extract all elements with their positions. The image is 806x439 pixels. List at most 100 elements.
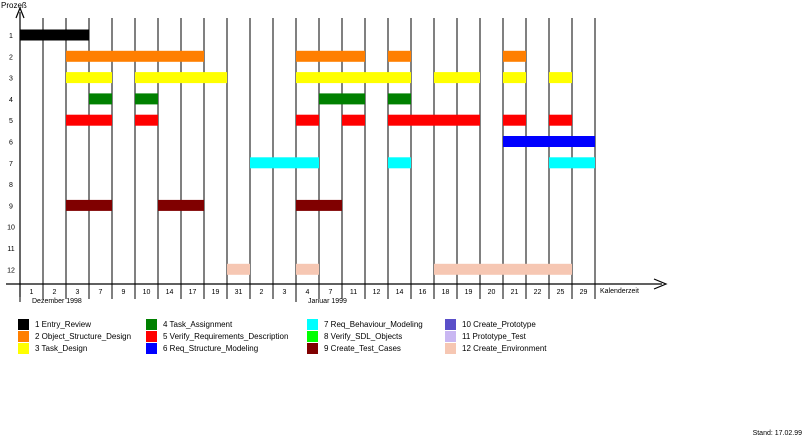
legend-item: 11 Prototype_Test [445, 330, 526, 342]
legend-swatch [18, 330, 29, 342]
y-tick-label: 9 [9, 203, 13, 210]
x-tick-label: 21 [511, 289, 519, 296]
x-tick-label: 10 [143, 289, 151, 296]
y-tick-label: 7 [9, 161, 13, 168]
x-tick-label: 18 [442, 289, 450, 296]
gantt-bar [296, 50, 365, 62]
legend-swatch [445, 330, 456, 342]
gantt-bar [66, 199, 112, 211]
gantt-bar [388, 157, 411, 169]
gantt-bar [20, 29, 89, 41]
gantt-bar [250, 157, 319, 169]
x-tick-label: 19 [212, 289, 220, 296]
y-tick-label: 11 [7, 246, 14, 253]
x-tick-label: 9 [122, 289, 126, 296]
x-tick-label: 19 [465, 289, 473, 296]
y-tick-label: 4 [9, 97, 13, 104]
gantt-bar [434, 72, 480, 84]
gantt-bar [296, 72, 411, 84]
x-tick-label: 3 [76, 289, 80, 296]
gantt-bar [549, 72, 572, 84]
legend-label: 5 Verify_Requirements_Description [163, 331, 289, 341]
gantt-bar [66, 50, 204, 62]
x-tick-label: 7 [99, 289, 103, 296]
y-tick-label: 1 [9, 33, 13, 40]
legend-item: 10 Create_Prototype [445, 318, 536, 330]
legend-label: 2 Object_Structure_Design [35, 331, 132, 341]
gantt-bar [434, 263, 572, 275]
x-tick-label: 16 [419, 289, 427, 296]
y-axis-arrow [15, 6, 25, 19]
gantt-bar [503, 114, 526, 126]
x-tick-label: 22 [534, 289, 542, 296]
legend-item: 1 Entry_Review [18, 318, 91, 330]
y-tick-label: 10 [7, 225, 15, 232]
gantt-bar [66, 72, 112, 84]
legend-item: 7 Req_Behaviour_Modeling [307, 318, 423, 330]
legend-swatch [445, 318, 456, 330]
legend-swatch [18, 342, 29, 354]
gantt-bar [503, 72, 526, 84]
legend-swatch [445, 342, 456, 354]
x-tick-label: 20 [488, 289, 496, 296]
legend-label: 4 Task_Assignment [163, 319, 233, 329]
gantt-bar [227, 263, 250, 275]
legend-swatch [18, 318, 29, 330]
legend-item: 9 Create_Test_Cases [307, 342, 401, 354]
month-label: Januar 1999 [308, 298, 347, 305]
gantt-bar [66, 114, 112, 126]
month-label: Dezember 1998 [32, 298, 82, 305]
legend-swatch [307, 330, 318, 342]
legend-item: 8 Verify_SDL_Objects [307, 330, 402, 342]
legend-item: 5 Verify_Requirements_Description [146, 330, 288, 342]
gantt-bar [549, 157, 595, 169]
x-axis-label: Kalenderzeit [600, 288, 639, 295]
x-tick-label: 31 [235, 289, 243, 296]
x-tick-label: 11 [350, 289, 357, 296]
legend-label: 9 Create_Test_Cases [324, 343, 401, 353]
legend-item: 12 Create_Environment [445, 342, 547, 354]
gantt-bar [135, 72, 227, 84]
x-tick-label: 1 [30, 289, 34, 296]
x-tick-label: 25 [557, 289, 565, 296]
x-tick-label: 14 [166, 289, 174, 296]
gantt-bar [296, 199, 342, 211]
legend-item: 2 Object_Structure_Design [18, 330, 131, 342]
x-tick-label: 7 [329, 289, 333, 296]
gantt-bar [158, 199, 204, 211]
footer-stand: Stand: 17.02.99 [752, 430, 802, 437]
gantt-bar [319, 93, 365, 105]
y-axis-label: Prozeß [1, 1, 27, 10]
legend-label: 6 Req_Structure_Modeling [163, 343, 259, 353]
legend-swatch [146, 330, 157, 342]
legend-item: 6 Req_Structure_Modeling [146, 342, 258, 354]
gantt-bar [135, 114, 158, 126]
gantt-bar [342, 114, 365, 126]
y-tick-label: 6 [9, 140, 13, 147]
legend-label: 12 Create_Environment [462, 343, 547, 353]
legend-label: 8 Verify_SDL_Objects [324, 331, 403, 341]
gantt-bar [503, 50, 526, 62]
legend-label: 7 Req_Behaviour_Modeling [324, 319, 423, 329]
x-tick-label: 2 [53, 289, 57, 296]
gantt-bar [296, 263, 319, 275]
legend-swatch [146, 318, 157, 330]
legend-swatch [307, 342, 318, 354]
x-tick-label: 12 [373, 289, 381, 296]
x-tick-label: 4 [306, 289, 310, 296]
gantt-bar [388, 50, 411, 62]
x-tick-label: 3 [283, 289, 287, 296]
legend-label: 10 Create_Prototype [462, 319, 536, 329]
y-tick-label: 12 [7, 267, 15, 274]
gantt-bar [549, 114, 572, 126]
x-tick-label: 17 [189, 289, 197, 296]
gantt-bar [135, 93, 158, 105]
legend-item: 3 Task_Design [18, 342, 87, 354]
legend-item: 4 Task_Assignment [146, 318, 232, 330]
x-tick-label: 29 [580, 289, 588, 296]
x-tick-label: 2 [260, 289, 264, 296]
gantt-bar [503, 136, 595, 147]
y-tick-label: 5 [9, 118, 13, 125]
legend-label: 1 Entry_Review [35, 319, 92, 329]
